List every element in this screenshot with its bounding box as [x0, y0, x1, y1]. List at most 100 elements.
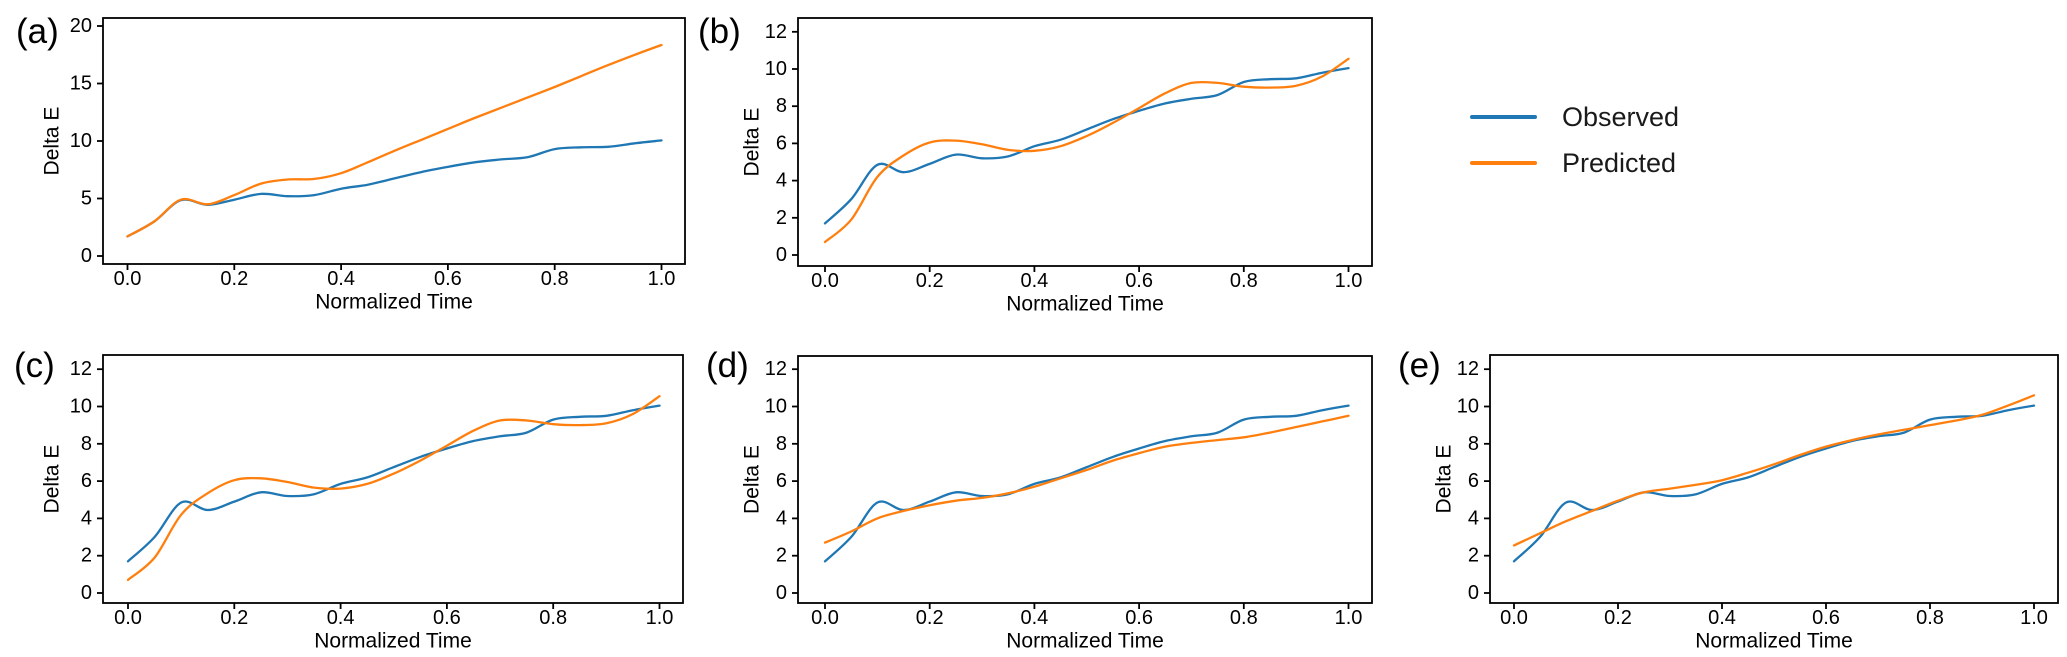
y-tick-label: 10 [765, 396, 787, 418]
y-tick-label: 4 [1468, 507, 1479, 529]
observed-line-c [126, 404, 661, 563]
y-tick-label: 8 [776, 433, 787, 455]
panel-c: (c) 0.0 0.2 0.4 0.6 0.8 1.0 0 2 4 6 8 10 12 Normalized… [14, 346, 684, 653]
x-tick-label: 0.4 [327, 268, 355, 290]
y-tick-label: 0 [1468, 582, 1479, 604]
y-axis-label: Delta E [1433, 445, 1456, 514]
x-axis-label: Normalized Time [1006, 293, 1164, 316]
panel-a: (a) 0.0 0.2 0.4 0.6 0.8 1.0 0 5 10 15 20 Normalized … [16, 12, 686, 314]
x-tick-label: 0.8 [1916, 607, 1944, 629]
panel-label-a: (a) [16, 12, 59, 51]
y-tick-label: 0 [776, 582, 787, 604]
y-tick-label: 8 [1468, 433, 1479, 455]
panel-e: (e) 0.0 0.2 0.4 0.6 0.8 1.0 0 2 4 6 8 10 12 Normalized… [1398, 346, 2059, 653]
y-tick-label: 4 [776, 170, 787, 192]
observed-line-b [823, 66, 1350, 225]
y-tick-label: 0 [776, 244, 787, 266]
x-tick-label: 0.6 [1125, 270, 1153, 292]
y-tick-label: 2 [1468, 545, 1479, 567]
y-axis-label: Delta E [741, 108, 764, 177]
x-tick-label: 0.6 [434, 268, 462, 290]
predicted-line-a [126, 43, 663, 238]
x-axis-label: Normalized Time [1695, 630, 1853, 653]
y-tick-label: 2 [776, 207, 787, 229]
legend-item-observed: Observed [1470, 94, 1679, 140]
x-axis-label: Normalized Time [315, 291, 473, 314]
x-tick-label: 1.0 [646, 607, 674, 629]
x-tick-label: 0.2 [916, 607, 944, 629]
figure-legend: Observed Predicted [1470, 94, 1679, 186]
x-tick-label: 0.4 [1708, 607, 1736, 629]
x-tick-label: 0.4 [327, 607, 355, 629]
observed-line-swatch [1470, 115, 1537, 119]
x-tick-label: 0.4 [1020, 270, 1048, 292]
x-tick-label: 0.6 [433, 607, 461, 629]
y-tick-label: 8 [81, 433, 92, 455]
legend-item-predicted: Predicted [1470, 140, 1679, 186]
panel-label-d: (d) [706, 346, 749, 385]
predicted-line-swatch [1470, 161, 1537, 165]
x-axis-label: Normalized Time [1006, 630, 1164, 653]
y-tick-label: 10 [70, 396, 92, 418]
x-tick-label: 1.0 [2020, 607, 2048, 629]
panel-b: (b) 0.0 0.2 0.4 0.6 0.8 1.0 0 2 4 6 8 10 12 Normalized… [698, 12, 1373, 316]
x-axis-label: Normalized Time [314, 630, 472, 653]
observed-line-d [823, 404, 1350, 563]
y-tick-label: 20 [70, 15, 92, 37]
x-tick-label: 0.8 [1230, 607, 1258, 629]
x-tick-label: 0.2 [1604, 607, 1632, 629]
x-tick-label: 0.8 [541, 268, 569, 290]
y-tick-label: 6 [81, 470, 92, 492]
x-tick-label: 0.8 [1230, 270, 1258, 292]
y-tick-label: 6 [1468, 470, 1479, 492]
x-tick-label: 0.6 [1125, 607, 1153, 629]
predicted-line-e [1512, 394, 2036, 547]
y-tick-label: 10 [765, 58, 787, 80]
x-tick-label: 1.0 [1335, 607, 1363, 629]
y-tick-label: 4 [81, 507, 92, 529]
plot-frame [102, 354, 684, 604]
observed-line-a [126, 139, 663, 238]
y-tick-label: 10 [1457, 396, 1479, 418]
y-tick-label: 12 [765, 21, 787, 43]
x-tick-label: 0.4 [1020, 607, 1048, 629]
x-tick-label: 0.0 [1500, 607, 1528, 629]
predicted-line-b [823, 57, 1350, 244]
x-tick-label: 0.6 [1812, 607, 1840, 629]
panel-label-c: (c) [14, 346, 55, 385]
y-tick-label: 12 [765, 358, 787, 380]
y-tick-label: 6 [776, 132, 787, 154]
y-axis-label: Delta E [741, 445, 764, 514]
plot-frame [797, 17, 1373, 267]
y-axis-label: Delta E [41, 107, 64, 176]
plot-frame [1489, 354, 2059, 604]
legend-label-observed: Observed [1562, 102, 1680, 132]
y-tick-label: 12 [70, 358, 92, 380]
x-tick-label: 0.2 [220, 607, 248, 629]
x-tick-label: 1.0 [648, 268, 676, 290]
y-tick-label: 0 [81, 245, 92, 267]
x-tick-label: 1.0 [1335, 270, 1363, 292]
legend-label-predicted: Predicted [1562, 148, 1677, 178]
predicted-line-c [126, 395, 661, 582]
y-tick-label: 4 [776, 507, 787, 529]
y-axis-label: Delta E [41, 445, 64, 514]
y-tick-label: 2 [81, 545, 92, 567]
panel-d: (d) 0.0 0.2 0.4 0.6 0.8 1.0 0 2 4 6 8 10 12 Normalized… [706, 346, 1373, 653]
plot-frame [102, 17, 686, 265]
x-tick-label: 0.0 [114, 268, 142, 290]
y-tick-label: 2 [776, 545, 787, 567]
y-tick-label: 0 [81, 582, 92, 604]
panel-label-b: (b) [698, 12, 741, 51]
y-tick-label: 15 [70, 73, 92, 95]
x-tick-label: 0.0 [811, 607, 839, 629]
x-tick-label: 0.2 [220, 268, 248, 290]
y-tick-label: 6 [776, 470, 787, 492]
plot-frame [797, 355, 1373, 604]
y-tick-label: 5 [81, 188, 92, 210]
y-tick-label: 12 [1457, 358, 1479, 380]
predicted-line-d [823, 414, 1350, 544]
y-tick-label: 8 [776, 95, 787, 117]
